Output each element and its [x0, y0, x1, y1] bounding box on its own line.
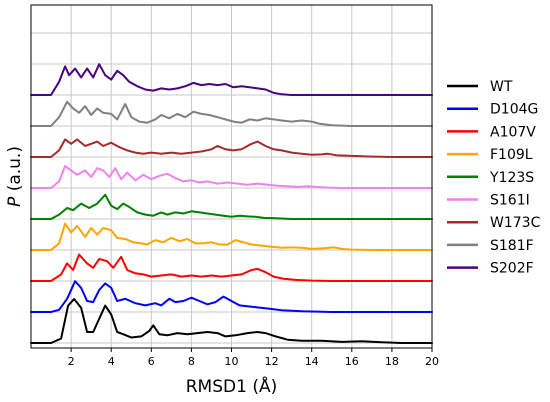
legend-label-s202f: S202F	[490, 261, 534, 277]
legend-label-y123s: Y123S	[489, 170, 534, 186]
series-line-f109l	[30, 222, 433, 251]
y-axis-title: P (a.u.)	[5, 146, 25, 207]
series-line-wt	[30, 298, 433, 344]
x-axis-title: RMSD1 (Å)	[186, 375, 277, 397]
series-line-w173c	[30, 138, 433, 158]
legend-label-s181f: S181F	[490, 238, 534, 254]
x-tick-label-8: 18	[385, 355, 399, 368]
legend-label-wt: WT	[490, 79, 513, 95]
x-axis-ticks: 2 4 6 8 10 12 14 16 18 20	[68, 348, 439, 368]
x-tick-label-3: 8	[188, 355, 195, 368]
legend-label-d104g: D104G	[490, 102, 538, 118]
x-tick-label-0: 2	[68, 355, 75, 368]
series-line-s202f	[30, 63, 433, 96]
x-tick-label-2: 6	[148, 355, 155, 368]
x-tick-label-6: 14	[305, 355, 319, 368]
legend-label-a107v: A107V	[490, 124, 536, 140]
series-lines	[30, 63, 433, 344]
series-line-s161i	[30, 165, 433, 189]
series-line-s181f	[30, 100, 433, 127]
x-tick-label-5: 12	[265, 355, 279, 368]
series-line-y123s	[30, 193, 433, 220]
x-tick-label-4: 10	[225, 355, 239, 368]
legend: WT D104G A107V F109L Y123S S161I W173C S181F S20…	[447, 79, 541, 277]
legend-label-s161i: S161I	[490, 193, 530, 209]
x-tick-label-9: 20	[425, 355, 439, 368]
series-line-a107v	[30, 253, 433, 282]
x-tick-label-7: 16	[345, 355, 359, 368]
legend-label-w173c: W173C	[490, 215, 541, 231]
y-axis-title-unit: (a.u.)	[5, 146, 25, 197]
legend-label-f109l: F109L	[490, 147, 533, 163]
series-line-d104g	[30, 280, 433, 313]
x-tick-label-1: 4	[108, 355, 115, 368]
y-axis-title-variable: P	[5, 196, 25, 207]
